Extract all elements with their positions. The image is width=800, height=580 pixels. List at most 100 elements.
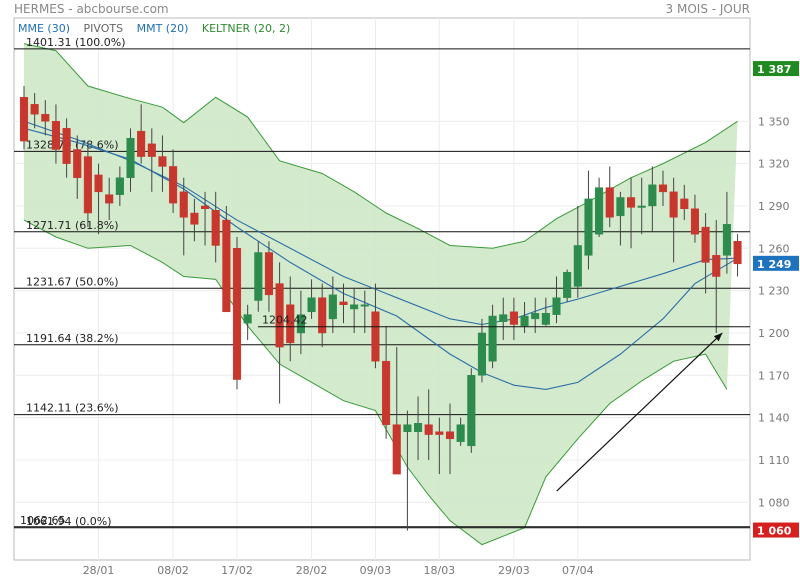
candle-down	[733, 240, 742, 265]
x-tick-label: 18/03	[423, 564, 455, 577]
candle-up	[722, 224, 731, 256]
candle-down	[264, 252, 273, 296]
candle-down	[435, 431, 444, 435]
candle-up	[541, 312, 550, 325]
y-tick-label: 1 170	[758, 369, 790, 382]
legend-mme: MME (30)	[18, 22, 71, 35]
pivot-label: 1271.71 (61.8%)	[26, 219, 119, 232]
candle-up	[584, 198, 593, 256]
pivot-label: 1061.94 (0.0%)	[26, 515, 112, 528]
candle-up	[243, 314, 252, 324]
candle-up	[254, 252, 263, 301]
mmt20-line	[23, 127, 738, 390]
candle-down	[690, 208, 700, 235]
candle-up	[115, 177, 124, 195]
candle-down	[62, 128, 71, 164]
price-flag-label: 1 387	[757, 63, 791, 76]
candle-up	[126, 137, 135, 178]
pivot-label: 1328.70 (78.6%)	[26, 138, 119, 151]
legend: MME (30) PIVOTS MMT (20) KELTNER (20, 2)	[18, 22, 300, 35]
trend-arrow	[556, 332, 723, 492]
y-tick-label: 1 140	[758, 412, 790, 425]
candle-down	[169, 166, 178, 204]
candle-down	[318, 297, 327, 334]
chart-title: HERMES - abcbourse.com	[14, 2, 169, 16]
candle-down	[94, 174, 103, 193]
keltner-lower-line	[23, 219, 728, 546]
candle-down	[680, 198, 689, 210]
pivot-label: 1142.11 (23.6%)	[26, 402, 119, 415]
legend-pivots: PIVOTS	[83, 22, 124, 35]
candle-down	[658, 184, 668, 193]
candle-down	[211, 209, 220, 246]
candle-up	[637, 205, 646, 208]
x-tick-label: 28/01	[83, 564, 115, 577]
candle-up	[499, 314, 508, 322]
candle-up	[467, 375, 476, 447]
x-tick-label: 08/02	[157, 564, 189, 577]
legend-mmt: MMT (20)	[136, 22, 189, 35]
candle-down	[286, 304, 295, 344]
pivot-label: 1401.31 (100.0%)	[26, 36, 126, 49]
mme30-line	[23, 120, 738, 326]
pivot-label: 1191.64 (38.2%)	[26, 332, 119, 345]
pivot-label: 1062.65	[20, 514, 66, 527]
candle-down	[222, 219, 231, 313]
candle-down	[73, 149, 82, 178]
candle-down	[19, 97, 29, 142]
candle-down	[712, 255, 721, 277]
y-tick-label: 1 200	[758, 327, 790, 340]
y-tick-label: 1 290	[758, 200, 790, 213]
candle-down	[509, 311, 518, 325]
candle-down	[190, 212, 199, 225]
price-flag-label: 1 249	[757, 258, 791, 271]
y-tick-label: 1 350	[758, 115, 790, 128]
keltner-channel	[23, 43, 738, 546]
axes: 1 080 1 110 1 140 1 170 1 200 1 230 1 260 1 290…	[83, 61, 799, 577]
candle-down	[371, 311, 380, 362]
y-tick-label: 1 260	[758, 242, 790, 255]
candle-down	[51, 121, 61, 150]
candle-down	[30, 104, 39, 115]
candle-up	[328, 294, 337, 320]
candle-up	[531, 312, 540, 320]
x-tick-label: 28/02	[296, 564, 328, 577]
candle-down	[275, 283, 284, 348]
annotations: 1204.42	[258, 314, 750, 492]
y-tick-label: 1 230	[758, 285, 790, 298]
candle-down	[158, 156, 167, 167]
candle-up	[520, 315, 529, 327]
candle-up	[648, 184, 657, 207]
price-flag	[753, 61, 799, 77]
candle-down	[392, 424, 401, 475]
price-flag	[753, 255, 799, 271]
keltner-fill	[24, 43, 738, 545]
annotation-label: 1204.42	[262, 314, 308, 327]
period-label: 3 MOIS - JOUR	[665, 2, 750, 16]
candle-down	[669, 191, 678, 218]
plot-frame	[13, 17, 751, 561]
candle-down	[605, 187, 614, 218]
candle-down	[424, 424, 433, 435]
candle-up	[477, 332, 486, 376]
candle-up	[595, 187, 604, 235]
candle-down	[137, 130, 146, 157]
candle-down	[105, 194, 114, 204]
legend-keltner: KELTNER (20, 2)	[201, 22, 291, 35]
trend-arrow-head	[713, 332, 723, 342]
candle-down	[201, 205, 210, 210]
candle-down	[83, 156, 92, 214]
candle-down	[339, 301, 348, 305]
candle-down	[627, 197, 636, 208]
x-tick-label: 07/04	[562, 564, 594, 577]
pivot-levels: 1401.31 (100.0%) 1328.70 (78.6%) 1271.71 (…	[14, 36, 750, 529]
x-tick-label: 17/02	[221, 564, 253, 577]
candle-down	[147, 143, 156, 157]
moving-averages	[23, 120, 738, 390]
y-tick-label: 1 080	[758, 496, 790, 509]
candles	[19, 86, 742, 531]
candle-down	[445, 431, 455, 440]
candle-up	[616, 197, 625, 217]
candle-up	[552, 297, 561, 315]
candle-down	[701, 226, 710, 263]
